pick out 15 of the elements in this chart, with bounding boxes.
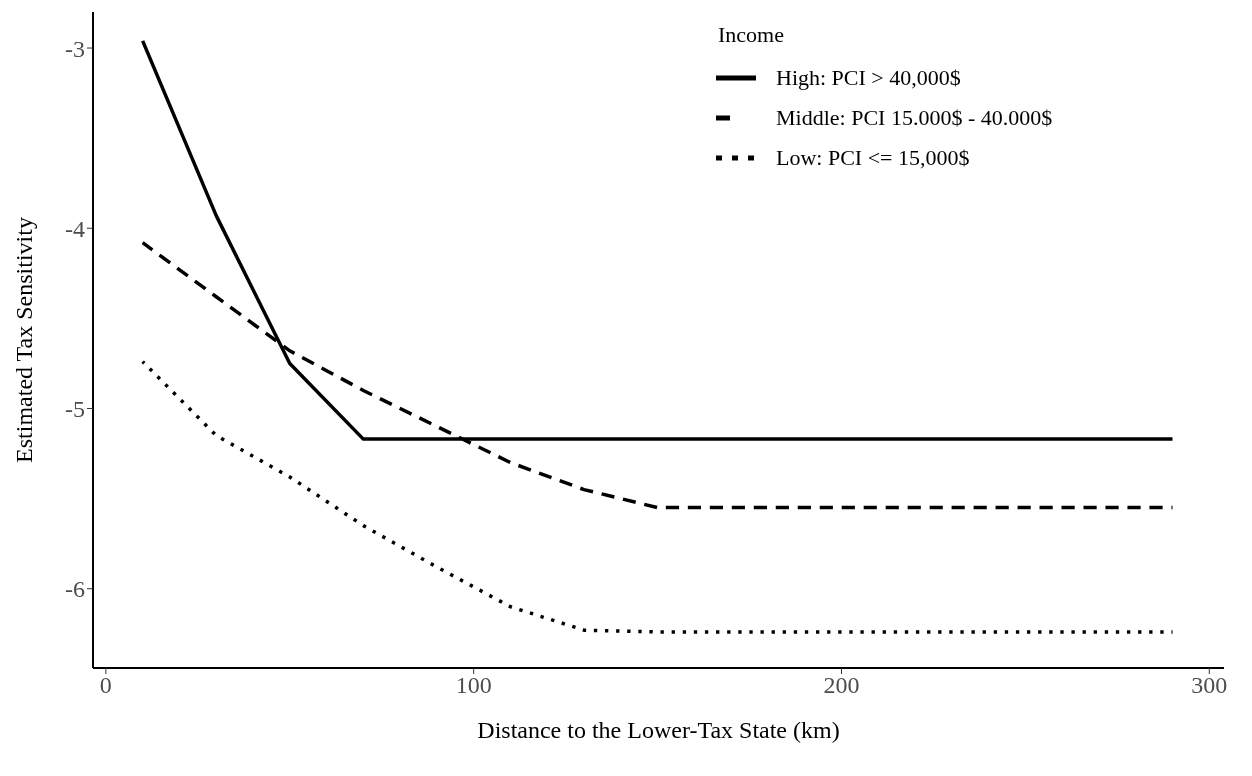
y-tick-label: -5 <box>65 396 85 422</box>
y-tick-label: -4 <box>65 215 85 242</box>
y-axis-title: Estimated Tax Sensitivity <box>10 217 37 463</box>
legend-title: Income <box>718 22 785 48</box>
legend-label: Low: PCI <= 15,000$ <box>776 145 970 171</box>
x-tick-label: 300 <box>1191 672 1228 699</box>
x-axis-title: Distance to the Lower-Tax State (km) <box>477 717 840 743</box>
legend-label: High: PCI > 40,000$ <box>776 65 961 91</box>
x-tick-label: 200 <box>823 672 860 699</box>
y-tick-label: -3 <box>65 35 85 62</box>
y-tick-label: -6 <box>65 576 85 603</box>
legend-label: Middle: PCI 15.000$ - 40.000$ <box>776 105 1053 131</box>
x-tick-label: 100 <box>455 672 492 699</box>
x-tick-label: 0 <box>99 672 112 699</box>
line-series <box>140 359 1175 634</box>
